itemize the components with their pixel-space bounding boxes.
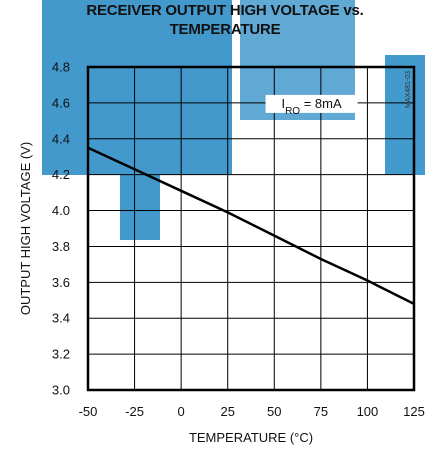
y-tick-label: 3.8 (52, 239, 70, 254)
x-tick-labels: -50 -25 0 25 50 75 100 125 (79, 404, 425, 419)
figure-id-label: MAX481-03 (405, 71, 412, 108)
x-tick-label: 125 (403, 404, 425, 419)
y-tick-label: 3.2 (52, 347, 70, 362)
chart-title-line-1: RECEIVER OUTPUT HIGH VOLTAGE vs. (86, 2, 364, 19)
y-tick-label: 3.4 (52, 311, 70, 326)
y-tick-label: 4.8 (52, 60, 70, 75)
y-axis-label: OUTPUT HIGH VOLTAGE (V) (18, 142, 33, 315)
y-tick-label: 3.6 (52, 275, 70, 290)
annotation-iro-8ma: IRO = 8mA (281, 96, 341, 117)
x-tick-label: 100 (357, 404, 379, 419)
x-tick-label: -50 (79, 404, 98, 419)
y-tick-label: 3.0 (52, 383, 70, 398)
x-axis-label: TEMPERATURE (°C) (189, 430, 313, 445)
y-tick-label: 4.4 (52, 131, 70, 146)
y-tick-labels: 3.0 3.2 3.4 3.6 3.8 4.0 4.2 4.4 4.6 4.8 (52, 60, 70, 398)
y-tick-label: 4.6 (52, 95, 70, 110)
chart-title-line-2: TEMPERATURE (169, 21, 281, 38)
x-tick-label: 75 (314, 404, 328, 419)
x-tick-label: 50 (267, 404, 281, 419)
x-tick-label: 25 (220, 404, 234, 419)
y-tick-label: 4.0 (52, 203, 70, 218)
y-tick-label: 4.2 (52, 167, 70, 182)
x-tick-label: 0 (178, 404, 185, 419)
series-line-output-high-voltage (87, 146, 415, 305)
annotation-background (265, 94, 358, 113)
grid-lines (87, 66, 415, 391)
x-tick-label: -25 (125, 404, 144, 419)
plot-area-frame (86, 65, 416, 392)
